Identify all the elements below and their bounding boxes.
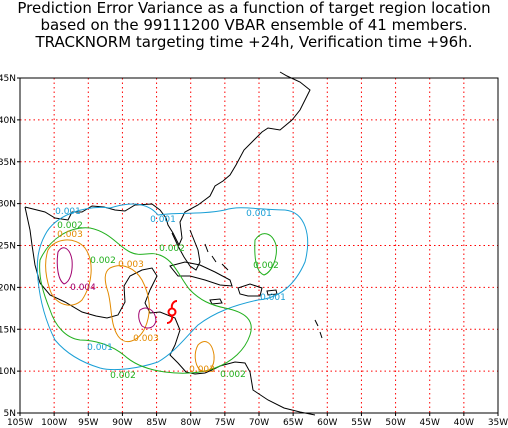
contour-label: 0.002 xyxy=(90,256,116,266)
coastline-cuba xyxy=(169,261,233,287)
title-line-3: TRACKNORM targeting time +24h, Verificat… xyxy=(35,33,473,51)
contour-0001 xyxy=(36,203,309,371)
hurricane-icon xyxy=(166,300,178,324)
coastline-jamaica xyxy=(209,298,223,305)
coastline-lesser-antilles xyxy=(314,319,323,339)
y-tick-label: 5N xyxy=(4,409,16,419)
contour-0002 xyxy=(254,233,277,276)
y-tick-label: 10N xyxy=(0,367,16,377)
x-tick-label: 80W xyxy=(181,418,201,428)
y-tick-label: 45N xyxy=(0,74,16,84)
contour-label: 0.001 xyxy=(150,215,176,225)
x-tick-label: 45W xyxy=(420,418,440,428)
title-line-1: Prediction Error Variance as a function … xyxy=(17,0,491,17)
x-tick-label: 95W xyxy=(78,418,98,428)
contour-label: 0.002 xyxy=(220,370,246,380)
x-tick-label: 65W xyxy=(283,418,303,428)
y-tick-label: 40N xyxy=(0,116,16,126)
contour-label: 0.001 xyxy=(260,293,286,303)
coastline-mainland xyxy=(24,71,311,247)
contour-0004 xyxy=(56,247,73,285)
contour-label: 0.002 xyxy=(57,221,83,231)
chart-title: Prediction Error Variance as a function … xyxy=(0,0,508,51)
lat-lon-grid xyxy=(20,78,498,413)
contour-label: 0.002 xyxy=(159,244,185,254)
variance-contours xyxy=(36,203,309,374)
contour-label: 0.002 xyxy=(253,261,279,271)
x-tick-label: 40W xyxy=(454,418,474,428)
coastline-florida xyxy=(171,229,201,271)
contour-label: 0.003 xyxy=(189,365,215,375)
axes: 105W 100W 95W 90W 85W 80W 75W 70W 65W 60W 55W 50W 45… xyxy=(0,74,508,428)
y-tick-label: 20N xyxy=(0,283,16,293)
y-tick-label: 25N xyxy=(0,242,16,252)
y-tick-label: 15N xyxy=(0,325,16,335)
x-tick-label: 85W xyxy=(146,418,166,428)
x-tick-label: 75W xyxy=(215,418,235,428)
coastline-hispaniola xyxy=(237,283,263,297)
x-tick-label: 50W xyxy=(385,418,405,428)
contour-label: 0.003 xyxy=(57,230,83,240)
y-tick-label: 35N xyxy=(0,158,16,168)
contour-0003 xyxy=(194,341,215,372)
contour-label: 0.002 xyxy=(110,371,136,381)
coastlines xyxy=(24,71,323,416)
contour-0002 xyxy=(39,227,252,374)
title-line-2: based on the 99111200 VBAR ensemble of 4… xyxy=(40,16,468,34)
x-tick-label: 55W xyxy=(351,418,371,428)
x-tick-label: 35W xyxy=(488,418,508,428)
coastline-bahamas xyxy=(204,243,229,271)
coastline-puerto-rico xyxy=(266,289,278,296)
x-tick-label: 70W xyxy=(249,418,269,428)
contour-label: 0.001 xyxy=(55,207,81,217)
y-tick-label: 30N xyxy=(0,200,16,210)
contour-label: 0.004 xyxy=(70,283,96,293)
contour-label: 0.001 xyxy=(246,209,272,219)
contour-0003 xyxy=(45,239,92,306)
x-tick-label: 60W xyxy=(317,418,337,428)
x-tick-label: 100W xyxy=(41,418,67,428)
contour-0003 xyxy=(104,265,150,343)
contour-0004 xyxy=(138,307,157,329)
contour-label: 0.001 xyxy=(87,343,113,353)
x-tick-label: 105W xyxy=(7,418,33,428)
contour-label: 0.003 xyxy=(133,334,159,344)
contour-label: 0.003 xyxy=(118,260,144,270)
x-tick-label: 90W xyxy=(112,418,132,428)
